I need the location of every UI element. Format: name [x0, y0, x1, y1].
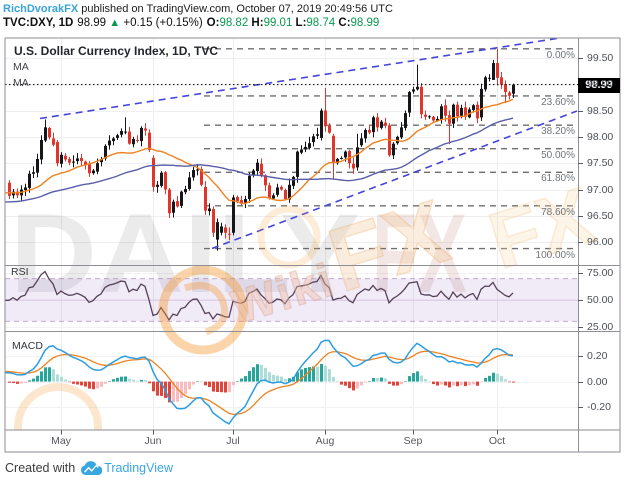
price-axis-label: 98.50 — [587, 104, 614, 117]
macd-axis-label: 0.20 — [587, 349, 608, 362]
price-axis-label: 99.00 — [587, 77, 614, 90]
symbol-status-row: TVC:DXY, 1D 98.99 ▲ +0.15 (+0.15%) O:98.82… — [3, 17, 379, 29]
fib-level-label: 78.60% — [541, 207, 575, 219]
open-label: O: — [206, 17, 220, 29]
close-value: 98.99 — [350, 17, 380, 29]
symbol-interval: TVC:DXY, 1D — [3, 17, 74, 29]
ma-fast-legend[interactable]: MA — [13, 61, 29, 73]
macd-axis-label: 0.00 — [587, 375, 608, 388]
fib-level-label: 23.60% — [541, 97, 575, 109]
month-label: May — [51, 434, 71, 447]
up-triangle-icon: ▲ — [109, 17, 121, 29]
price-axis-label: 96.50 — [587, 209, 614, 222]
chart-title: U.S. Dollar Currency Index, 1D, TVC — [14, 44, 219, 58]
rsi-axis-label: 75.00 — [587, 267, 614, 280]
month-label: Jun — [144, 434, 162, 447]
current-price-tag: 98.99 — [578, 77, 620, 93]
high-label: H: — [251, 17, 264, 29]
tradingview-brand-link[interactable]: TradingView — [104, 461, 173, 475]
rsi-legend[interactable]: RSI — [11, 266, 29, 278]
byline-text: published on TradingView.com, October 07… — [81, 3, 393, 15]
rsi-axis-label: 25.00 — [587, 320, 614, 333]
price-change: +0.15 (+0.15%) — [123, 17, 203, 29]
price-axis-label: 97.50 — [587, 156, 614, 169]
last-price: 98.99 — [77, 17, 107, 29]
high-value: 99.01 — [263, 17, 293, 29]
fib-level-label: 50.00% — [541, 149, 575, 161]
author-link[interactable]: RichDvorakFX — [3, 3, 79, 15]
low-value: 98.74 — [306, 17, 336, 29]
month-label: Oct — [488, 434, 506, 447]
price-axis-label: 98.00 — [587, 130, 614, 143]
byline: RichDvorakFX published on TradingView.co… — [3, 3, 393, 15]
tradingview-logo-icon — [81, 461, 103, 475]
month-label: Aug — [315, 434, 335, 447]
low-label: L: — [295, 17, 307, 29]
open-value: 98.82 — [219, 17, 249, 29]
ma-slow-legend[interactable]: MA — [13, 77, 29, 89]
fib-level-label: 61.80% — [541, 173, 575, 185]
price-axis-label: 96.00 — [587, 236, 614, 248]
macd-axis-label: -0.20 — [587, 401, 611, 414]
fib-level-label: 100.00% — [535, 249, 575, 261]
footer: Created with TradingView — [5, 461, 173, 475]
close-label: C: — [338, 17, 351, 29]
month-label: Sep — [403, 434, 423, 447]
fib-level-label: 0.00% — [546, 50, 575, 62]
price-axis-label: 99.50 — [587, 51, 614, 64]
macd-legend[interactable]: MACD — [12, 340, 43, 352]
month-label: Jul — [226, 434, 240, 447]
rsi-axis-label: 50.00 — [587, 293, 614, 306]
price-axis-label: 97.00 — [587, 183, 614, 196]
created-with-text: Created with — [5, 461, 76, 475]
fib-level-label: 38.20% — [541, 126, 575, 138]
